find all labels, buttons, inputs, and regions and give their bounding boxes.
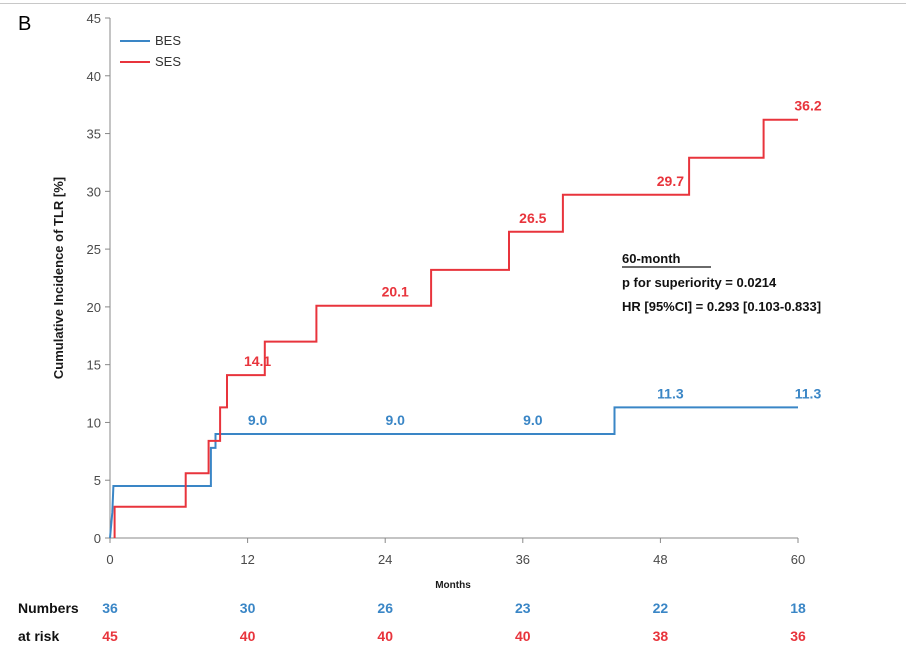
risk-value-bes: 30 [240, 600, 256, 616]
y-axis: 0 5 10 15 20 25 30 35 40 45 [87, 11, 111, 546]
annotation-p-value: p for superiority = 0.0214 [622, 275, 777, 290]
x-tick-label: 12 [240, 552, 254, 567]
x-tick-label: 60 [791, 552, 805, 567]
data-label-ses: 36.2 [794, 98, 821, 114]
legend-label-ses: SES [155, 54, 181, 69]
y-tick-label: 25 [87, 242, 101, 257]
x-tick-label: 24 [378, 552, 392, 567]
legend: BES SES [120, 33, 181, 69]
annotation-heading: 60-month [622, 251, 681, 266]
y-tick-label: 40 [87, 69, 101, 84]
stats-annotation: 60-month p for superiority = 0.0214 HR [… [622, 251, 821, 314]
risk-value-bes: 23 [515, 600, 531, 616]
risk-value-bes: 22 [653, 600, 669, 616]
series-line-bes [109, 406, 798, 539]
risk-table: Numbers at risk 36 30 26 23 22 18 45 40 40 40 38 3… [18, 600, 806, 644]
y-axis-label: Cumulative Incidence of TLR [%] [51, 177, 66, 379]
y-tick-label: 45 [87, 11, 101, 26]
series-layer [109, 118, 798, 539]
x-axis: 0 12 24 36 48 60 [106, 537, 805, 567]
risk-row-ses: 45 40 40 40 38 36 [102, 628, 806, 644]
risk-value-ses: 45 [102, 628, 118, 644]
y-tick-label: 5 [94, 473, 101, 488]
data-label-bes: 9.0 [523, 412, 543, 428]
risk-value-ses: 40 [240, 628, 256, 644]
risk-value-ses: 38 [653, 628, 669, 644]
x-tick-label: 48 [653, 552, 667, 567]
data-label-bes: 9.0 [248, 412, 268, 428]
data-label-ses: 26.5 [519, 210, 546, 226]
risk-value-ses: 40 [515, 628, 531, 644]
data-label-bes: 11.3 [657, 385, 684, 401]
legend-label-bes: BES [155, 33, 181, 48]
y-tick-label: 30 [87, 184, 101, 199]
risk-header-numbers: Numbers [18, 600, 79, 616]
data-label-ses: 20.1 [382, 284, 409, 300]
risk-value-bes: 36 [102, 600, 118, 616]
y-tick-label: 10 [87, 415, 101, 430]
x-tick-label: 36 [516, 552, 530, 567]
risk-header-at-risk: at risk [18, 628, 59, 644]
panel-label: B [18, 13, 31, 35]
risk-row-bes: 36 30 26 23 22 18 [102, 600, 806, 616]
y-tick-label: 35 [87, 127, 101, 142]
data-label-bes: 9.0 [385, 412, 405, 428]
x-tick-label: 0 [106, 552, 113, 567]
data-label-ses: 29.7 [657, 173, 684, 189]
y-tick-label: 0 [94, 531, 101, 546]
risk-value-bes: 18 [790, 600, 806, 616]
top-rule [0, 3, 906, 4]
x-axis-label: Months [435, 580, 471, 591]
data-label-bes: 11.3 [795, 385, 822, 401]
y-tick-label: 20 [87, 300, 101, 315]
risk-value-bes: 26 [377, 600, 393, 616]
y-tick-label: 15 [87, 358, 101, 373]
data-label-layer: 9.0 9.0 9.0 11.3 11.3 14.1 20.1 26.5 29.7 36.2 [244, 98, 822, 428]
series-line-ses [113, 118, 798, 538]
risk-value-ses: 40 [377, 628, 393, 644]
annotation-hr: HR [95%CI] = 0.293 [0.103-0.833] [622, 299, 821, 314]
risk-value-ses: 36 [790, 628, 806, 644]
data-label-ses: 14.1 [244, 353, 271, 369]
